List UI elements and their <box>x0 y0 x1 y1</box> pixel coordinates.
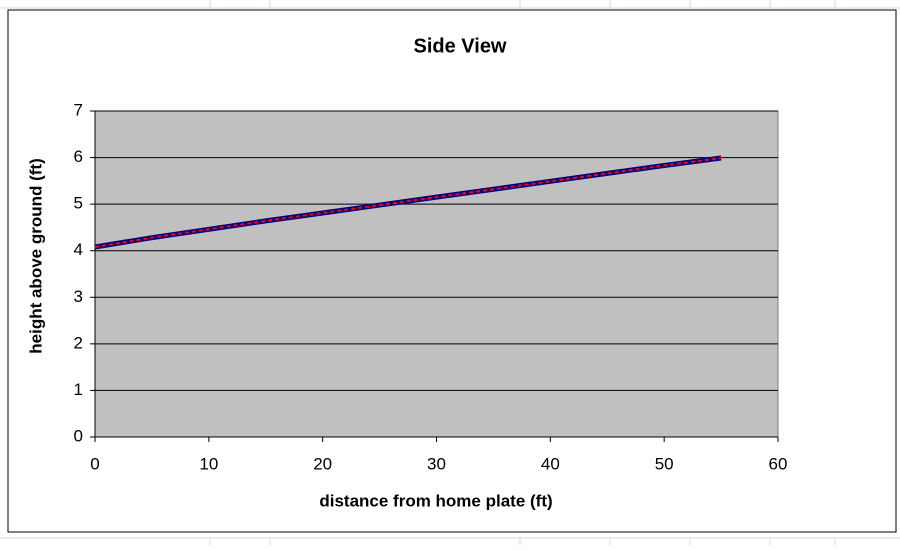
x-tick-label: 20 <box>313 454 332 473</box>
x-tick-label: 40 <box>541 454 560 473</box>
x-tick-label: 50 <box>655 454 674 473</box>
y-tick-label: 4 <box>74 240 83 259</box>
x-tick-label: 0 <box>90 454 99 473</box>
x-tick-label: 10 <box>199 454 218 473</box>
chart-title: Side View <box>413 35 506 57</box>
x-tick-label: 60 <box>769 454 788 473</box>
x-axis-label: distance from home plate (ft) <box>319 491 552 510</box>
plot-area <box>94 110 779 438</box>
y-tick-label: 5 <box>74 194 83 213</box>
y-tick-label: 7 <box>74 100 83 119</box>
y-tick-label: 2 <box>74 333 83 352</box>
x-tick-label: 30 <box>427 454 446 473</box>
y-tick-label: 6 <box>74 147 83 166</box>
y-tick-label: 1 <box>74 380 83 399</box>
y-tick-label: 3 <box>74 287 83 306</box>
series-line <box>94 157 722 248</box>
y-axis-label: height above ground (ft) <box>26 158 45 353</box>
y-tick-label: 0 <box>74 426 83 445</box>
